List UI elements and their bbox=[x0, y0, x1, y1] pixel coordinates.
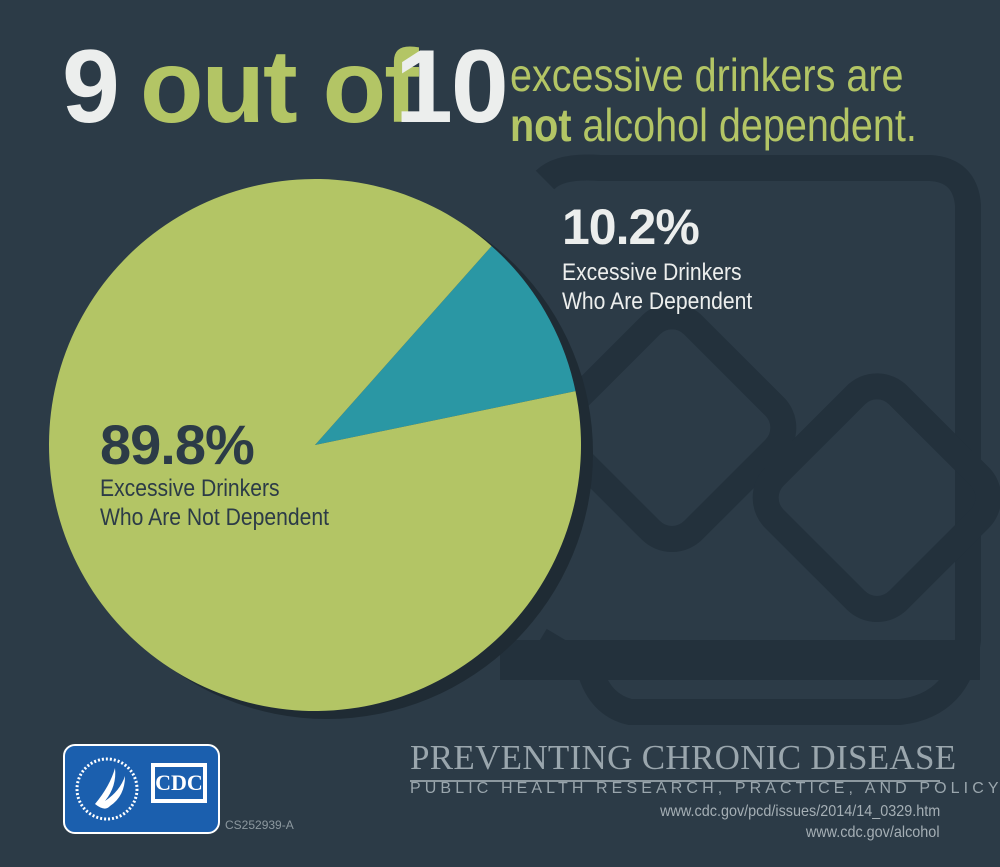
pcd-subtitle: PUBLIC HEALTH RESEARCH, PRACTICE, AND PO… bbox=[410, 780, 1000, 797]
headline-line2: not alcohol dependent. bbox=[510, 98, 917, 152]
headline-line1: excessive drinkers are bbox=[510, 49, 904, 101]
url-alcohol[interactable]: www.cdc.gov/alcohol bbox=[806, 824, 940, 841]
headline-line2-rest: alcohol dependent. bbox=[582, 99, 917, 151]
url-article[interactable]: www.cdc.gov/pcd/issues/2014/14_0329.htm bbox=[659, 803, 940, 820]
label-dependent-text: Excessive Drinkers Who Are Dependent bbox=[562, 258, 752, 316]
cdc-logo-text: CDC bbox=[155, 770, 203, 795]
pie-slice-0 bbox=[315, 246, 576, 445]
pcd-title: PREVENTING CHRONIC DISEASE bbox=[410, 738, 956, 782]
glass-base bbox=[500, 640, 980, 680]
label-line: Excessive Drinkers bbox=[100, 475, 280, 502]
label-dependent-percent: 10.2% bbox=[562, 199, 700, 255]
hhs-cdc-logo: CDC bbox=[63, 744, 220, 834]
label-line: Who Are Dependent bbox=[562, 288, 753, 315]
label-not-dependent-text: Excessive Drinkers Who Are Not Dependent bbox=[100, 474, 329, 532]
publication-code: CS252939-A bbox=[225, 818, 294, 832]
headline-not: not bbox=[510, 99, 572, 151]
hhs-eagle-icon: CDC bbox=[75, 757, 207, 821]
headline-number-9: 9 bbox=[62, 29, 120, 145]
pie-chart bbox=[49, 178, 593, 719]
label-line: Who Are Not Dependent bbox=[100, 504, 329, 531]
pie-slice-1 bbox=[49, 178, 581, 712]
label-not-dependent-percent: 89.8% bbox=[100, 413, 255, 476]
headline-number-10: 10 bbox=[395, 29, 509, 145]
headline-out-of: out of bbox=[140, 29, 419, 145]
label-line: Excessive Drinkers bbox=[562, 259, 742, 286]
